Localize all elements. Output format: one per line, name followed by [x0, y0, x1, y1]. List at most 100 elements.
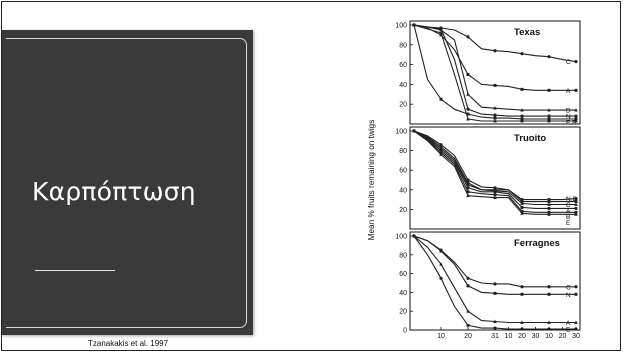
series-end-label: D — [566, 108, 571, 115]
x-tick-label: 20 — [518, 333, 526, 340]
data-point — [466, 73, 470, 76]
y-tick-label: 80 — [399, 148, 407, 155]
x-tick-label: 30 — [532, 333, 540, 340]
y-tick-label: 60 — [399, 168, 407, 175]
data-point — [520, 285, 524, 289]
x-tick-label: 20 — [464, 333, 472, 340]
data-point — [466, 92, 470, 96]
data-point — [574, 108, 578, 112]
citation: Tzanakakis et al. 1997 — [88, 339, 169, 348]
y-tick-label: 40 — [399, 82, 407, 89]
fruit-drop-chart: Mean % fruits remaining on twigs10080604… — [367, 20, 581, 340]
y-tick-label: 100 — [395, 129, 407, 136]
panel-frame — [409, 126, 581, 230]
x-tick-label: 10 — [545, 333, 553, 340]
data-point — [466, 193, 470, 198]
y-tick-label: 100 — [395, 234, 407, 241]
x-month-label: June — [517, 339, 535, 340]
data-point — [439, 249, 443, 253]
y-tick-label: 80 — [399, 42, 407, 49]
series-end-label: B — [566, 214, 570, 221]
data-point — [493, 291, 497, 295]
series-end-label: N,D — [566, 196, 578, 203]
data-point — [547, 202, 551, 206]
x-tick-label: 31 — [491, 333, 499, 340]
series-line-E — [413, 24, 576, 120]
data-point — [547, 292, 551, 296]
title-panel-border — [6, 38, 247, 328]
data-point — [466, 117, 470, 121]
slide-title: Καρπόπτωση — [32, 177, 196, 206]
y-tick-label: 0 — [403, 328, 407, 335]
data-point — [574, 88, 578, 92]
data-point — [520, 205, 524, 210]
data-point — [574, 200, 578, 204]
data-point — [520, 108, 524, 112]
data-point — [493, 49, 497, 53]
data-point — [547, 119, 551, 123]
data-point — [574, 320, 578, 324]
series-end-label: E,B — [566, 120, 576, 127]
data-point — [574, 292, 578, 296]
panel-title: Truoito — [514, 133, 546, 144]
panel-frame — [409, 20, 581, 125]
data-point — [574, 114, 578, 118]
x-tick-label: 10 — [437, 333, 445, 340]
series-line-N — [413, 24, 576, 117]
data-point — [520, 114, 524, 118]
data-point — [439, 30, 443, 35]
y-tick-label: 80 — [399, 252, 407, 259]
data-point — [547, 55, 551, 59]
data-point — [547, 212, 551, 216]
y-tick-label: 20 — [399, 207, 407, 214]
x-month-label: May — [456, 339, 471, 340]
data-point — [493, 193, 497, 197]
data-point — [520, 292, 524, 296]
y-tick-label: 40 — [399, 290, 407, 297]
x-month-label: July — [559, 339, 573, 340]
data-point — [547, 206, 551, 211]
panel-title: Texas — [514, 27, 540, 38]
data-point — [412, 23, 416, 27]
x-tick-label: 30 — [572, 333, 580, 340]
data-point — [439, 152, 443, 156]
data-point — [547, 108, 551, 112]
series-end-label: A — [566, 88, 571, 95]
data-point — [439, 276, 443, 280]
data-point — [439, 27, 443, 31]
data-point — [466, 107, 470, 111]
data-point — [574, 285, 578, 289]
y-tick-label: 20 — [399, 102, 407, 109]
data-point — [493, 116, 497, 120]
data-point — [520, 119, 524, 123]
series-end-label: A — [566, 208, 571, 215]
series-end-label: A — [566, 320, 571, 327]
data-point — [493, 190, 497, 194]
data-point — [520, 201, 524, 205]
data-point — [412, 129, 416, 133]
data-point — [466, 190, 470, 194]
data-point — [493, 195, 497, 200]
data-point — [493, 106, 497, 110]
data-point — [466, 35, 470, 39]
data-point — [466, 276, 470, 280]
data-point — [466, 309, 470, 313]
data-point — [520, 211, 524, 215]
data-point — [574, 197, 578, 201]
data-point — [466, 323, 470, 327]
x-tick-label: 10 — [505, 333, 513, 340]
data-point — [439, 33, 443, 37]
series-end-label: C — [566, 284, 571, 291]
title-panel: Καρπόπτωση — [2, 30, 253, 335]
data-point — [439, 97, 443, 101]
data-point — [520, 320, 524, 324]
data-point — [574, 119, 578, 123]
data-point — [493, 282, 497, 286]
y-tick-label: 20 — [399, 309, 407, 316]
data-point — [547, 200, 551, 204]
data-point — [547, 88, 551, 92]
series-end-label: C — [566, 202, 571, 209]
data-point — [574, 60, 578, 64]
data-point — [466, 186, 470, 190]
